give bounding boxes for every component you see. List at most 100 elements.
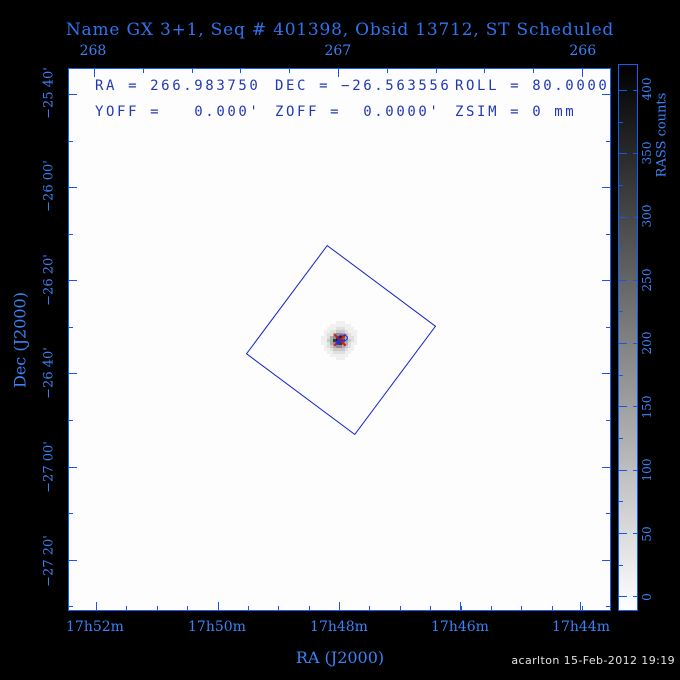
tick-mark <box>126 606 128 610</box>
tick-mark <box>69 187 77 188</box>
tick-mark <box>606 513 610 515</box>
tick-mark <box>69 559 77 561</box>
blob-pixel <box>324 345 327 348</box>
blob-pixel <box>345 342 348 345</box>
blob-pixel <box>324 330 327 333</box>
tick-mark <box>606 419 610 421</box>
tick-mark <box>95 602 97 610</box>
tick-mark <box>386 69 388 73</box>
blob-pixel <box>330 348 333 351</box>
blob-pixel <box>345 330 348 333</box>
colorbar-title: RASS counts <box>654 92 670 178</box>
tick-mark <box>69 466 77 468</box>
blob-pixel <box>333 348 336 351</box>
blob-pixel <box>354 333 357 336</box>
blob-pixel <box>336 324 339 327</box>
colorbar-tick <box>633 343 637 344</box>
blob-pixel <box>336 354 339 357</box>
tick-mark <box>308 606 310 610</box>
tick-mark <box>606 606 610 608</box>
blob-pixel <box>348 339 351 342</box>
blob-pixel <box>342 321 345 324</box>
tick-mark <box>69 419 73 421</box>
blob-pixel <box>327 345 330 348</box>
colorbar-tick <box>633 216 637 218</box>
colorbar-tick <box>633 469 637 471</box>
blob-pixel <box>348 327 351 330</box>
zoff-param: ZOFF = 0.0000' <box>275 104 441 120</box>
blob-pixel <box>354 330 357 333</box>
tick-mark <box>69 373 77 375</box>
tick-mark <box>582 606 584 610</box>
dec-tick-label: −26 00' <box>41 160 57 213</box>
tick-mark <box>217 602 219 610</box>
blob-pixel <box>333 345 336 348</box>
tick-mark <box>142 69 144 73</box>
blob-pixel <box>345 327 348 330</box>
blob-pixel <box>333 324 336 327</box>
colorbar-gradient <box>618 64 638 611</box>
tick-mark <box>69 513 73 515</box>
blob-pixel <box>354 342 357 345</box>
blob-pixel <box>330 330 333 333</box>
tick-mark <box>278 606 280 610</box>
dec-tick-label: −27 20' <box>41 534 57 587</box>
blob-pixel <box>342 357 345 360</box>
blob-pixel <box>342 351 345 354</box>
blob-pixel <box>327 339 330 342</box>
blob-pixel <box>354 336 357 339</box>
colorbar-tick <box>633 596 637 598</box>
plot-title: Name GX 3+1, Seq # 401398, Obsid 13712, … <box>65 20 615 40</box>
tick-mark <box>156 606 158 610</box>
tick-mark <box>93 69 95 77</box>
blob-pixel <box>327 330 330 333</box>
colorbar-tick-label: 200 <box>640 331 654 355</box>
blob-pixel <box>321 342 324 345</box>
blob-pixel <box>351 339 354 342</box>
blob-pixel <box>324 333 327 336</box>
blob-pixel <box>351 342 354 345</box>
blob-pixel <box>339 354 342 357</box>
tick-mark <box>435 69 437 73</box>
blob-pixel <box>351 333 354 336</box>
colorbar-tick <box>633 279 637 281</box>
blob-pixel <box>333 330 336 333</box>
blob-pixel <box>339 348 342 351</box>
blob-pixel <box>324 339 327 342</box>
roll-param: ROLL = 80.0000 <box>455 78 610 94</box>
catalog-ellipse-marker <box>338 334 348 342</box>
blob-pixel <box>348 345 351 348</box>
colorbar-tick <box>633 89 637 91</box>
tick-mark <box>69 233 73 235</box>
blob-pixel <box>339 357 342 360</box>
tick-mark <box>619 153 627 155</box>
ra-deg-tick-label: 267 <box>324 43 352 59</box>
blob-pixel <box>342 324 345 327</box>
tick-mark <box>430 606 432 610</box>
blob-pixel <box>348 324 351 327</box>
blob-pixel <box>345 351 348 354</box>
dec-tick-label: −26 40' <box>41 347 57 400</box>
blob-pixel <box>336 321 339 324</box>
colorbar-tick-label: 350 <box>640 141 654 164</box>
dec-tick-label: −25 40' <box>41 67 57 119</box>
blob-pixel <box>327 333 330 336</box>
blob-pixel <box>342 345 345 348</box>
tick-mark <box>69 280 77 282</box>
blob-pixel <box>345 354 348 357</box>
blob-pixel <box>333 351 336 354</box>
blob-pixel <box>330 342 333 345</box>
blob-pixel <box>339 330 342 333</box>
blob-pixel <box>345 339 348 342</box>
blob-pixel <box>327 351 330 354</box>
ra-hour-tick-label: 17h50m <box>188 619 246 635</box>
blob-pixel <box>324 348 327 351</box>
blob-pixel <box>348 351 351 354</box>
colorbar-tick-label: 400 <box>640 77 654 101</box>
blob-pixel <box>351 327 354 330</box>
dec-tick-label: −27 00' <box>41 441 57 493</box>
blob-pixel <box>336 333 339 336</box>
blob-pixel <box>345 324 348 327</box>
blob-pixel <box>351 336 354 339</box>
